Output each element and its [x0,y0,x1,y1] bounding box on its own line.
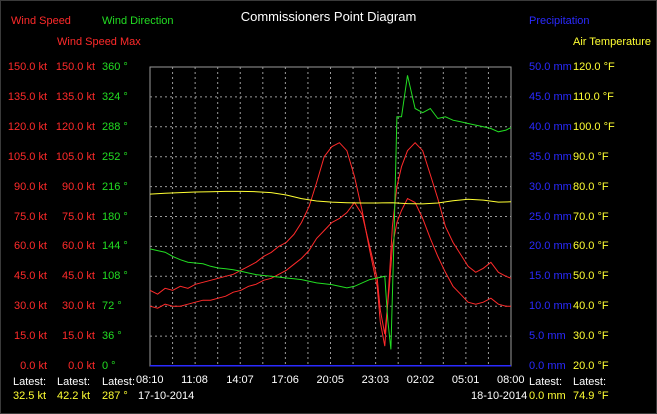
precipitation-tick-label: 10.0 mm [529,300,572,313]
air-temperature-tick-label: 40.0 °F [573,300,609,313]
latest-label-wind-speed: Latest: [13,376,47,388]
air-temperature-tick-label: 110.0 °F [573,90,614,103]
time-tick-label: 02:02 [406,374,435,386]
wind-speed-tick-label: 90.0 kt [13,180,47,193]
wind-speed-tick-label: 105.0 kt [7,150,47,163]
latest-label-air-temperature: Latest: [573,376,607,388]
wind-speed-max-tick-label: 45.0 kt [61,270,95,283]
wind-speed-tick-label: 15.0 kt [13,330,47,343]
end-date-label: 18-10-2014 [471,390,528,402]
wind-speed-max-tick-label: 150.0 kt [55,61,95,73]
series-group [149,75,512,367]
wind-direction-tick-label: 288 ° [102,120,128,133]
grid-lines [150,67,511,366]
precipitation-tick-label: 15.0 mm [529,270,572,283]
wind-speed-max-tick-label: 75.0 kt [61,210,95,223]
latest-wind-speed-max-value: 42.2 kt [57,390,91,402]
wind-speed-max-tick-label: 15.0 kt [61,330,95,343]
wind-speed-max-tick-label: 0.0 kt [68,360,95,372]
latest-label-wind-speed-max: Latest: [57,376,91,388]
latest-precipitation-value: 0.0 mm [529,390,566,402]
wind-speed-tick-label: 135.0 kt [7,90,47,103]
wind-speed-tick-label: 30.0 kt [13,300,47,313]
wind-speed-tick-label: 0.0 kt [20,360,47,372]
wind-speed-max-tick-label: 30.0 kt [61,300,95,313]
start-date-label: 17-10-2014 [138,390,195,402]
air-temperature-tick-label: 30.0 °F [573,330,609,343]
precipitation-tick-label: 35.0 mm [529,150,572,163]
latest-wind-speed-value: 32.5 kt [13,390,47,402]
wind-direction-tick-label: 144 ° [102,240,128,253]
wind-speed-tick-label: 60.0 kt [13,240,47,253]
precipitation-tick-label: 5.0 mm [529,330,566,343]
latest-wind-direction-value: 287 ° [102,390,128,402]
wind-direction-tick-label: 72 ° [102,300,122,313]
chart-title: Commissioners Point Diagram [240,9,417,24]
latest-label-wind-direction: Latest: [102,376,136,388]
wind-speed-tick-label: 150.0 kt [7,61,47,73]
air-temperature-tick-label: 20.0 °F [573,360,609,372]
wind-direction-tick-label: 108 ° [102,270,128,283]
time-tick-label: 14:07 [226,374,254,386]
air-temperature-tick-label: 50.0 °F [573,270,609,283]
wind-speed-max-tick-label: 105.0 kt [55,150,95,163]
air-temperature-tick-label: 80.0 °F [573,180,609,193]
wind-direction-tick-label: 0 ° [102,360,116,372]
time-tick-label: 20:05 [316,374,345,386]
series-line-air-temperature [149,190,512,205]
precipitation-tick-label: 25.0 mm [529,210,572,223]
time-tick-label: 23:03 [361,374,390,386]
time-tick-label: 08:00 [497,374,525,386]
air-temperature-tick-label: 90.0 °F [573,150,609,163]
wind-direction-tick-label: 360 ° [102,61,128,73]
precipitation-axis-title: Precipitation [529,15,590,27]
wind-direction-tick-label: 180 ° [102,210,128,223]
series-line-wind-direction [149,75,512,350]
wind-direction-tick-label: 36 ° [102,330,122,343]
precipitation-tick-label: 0.0 mm [529,360,566,372]
wind-speed-max-axis-title: Wind Speed Max [57,36,141,48]
latest-label-precipitation: Latest: [529,376,563,388]
air-temperature-tick-label: 60.0 °F [573,240,609,253]
wind-speed-max-tick-label: 90.0 kt [61,180,95,193]
latest-air-temperature-value: 74.9 °F [573,390,609,402]
precipitation-tick-label: 20.0 mm [529,240,572,253]
wind-direction-tick-label: 252 ° [102,150,128,163]
time-tick-label: 08:10 [136,374,164,386]
wind-direction-tick-label: 216 ° [102,180,128,193]
air-temperature-tick-label: 100.0 °F [573,120,615,133]
wind-speed-max-tick-label: 120.0 kt [55,120,95,133]
air-temperature-tick-label: 120.0 °F [573,61,615,73]
time-tick-label: 11:08 [181,374,208,386]
series-line-wind-speed [149,197,511,335]
precipitation-tick-label: 50.0 mm [529,61,572,73]
precipitation-tick-label: 40.0 mm [529,120,572,133]
wind-speed-tick-label: 120.0 kt [7,120,47,133]
wind-speed-tick-label: 45.0 kt [13,270,47,283]
wind-direction-axis-title: Wind Direction [102,15,174,27]
air-temperature-tick-label: 70.0 °F [573,210,609,223]
time-tick-label: 17:06 [271,374,299,386]
precipitation-tick-label: 30.0 mm [529,180,572,193]
wind-speed-tick-label: 75.0 kt [13,210,47,223]
wind-speed-axis-title: Wind Speed [11,15,71,27]
precipitation-tick-label: 45.0 mm [529,90,572,103]
wind-speed-max-tick-label: 60.0 kt [61,240,95,253]
wind-direction-tick-label: 324 ° [102,90,128,103]
series-line-wind-speed-max [149,141,512,347]
wind-speed-max-tick-label: 135.0 kt [55,90,95,103]
time-tick-label: 05:01 [451,374,480,386]
air-temperature-axis-title: Air Temperature [573,36,652,48]
